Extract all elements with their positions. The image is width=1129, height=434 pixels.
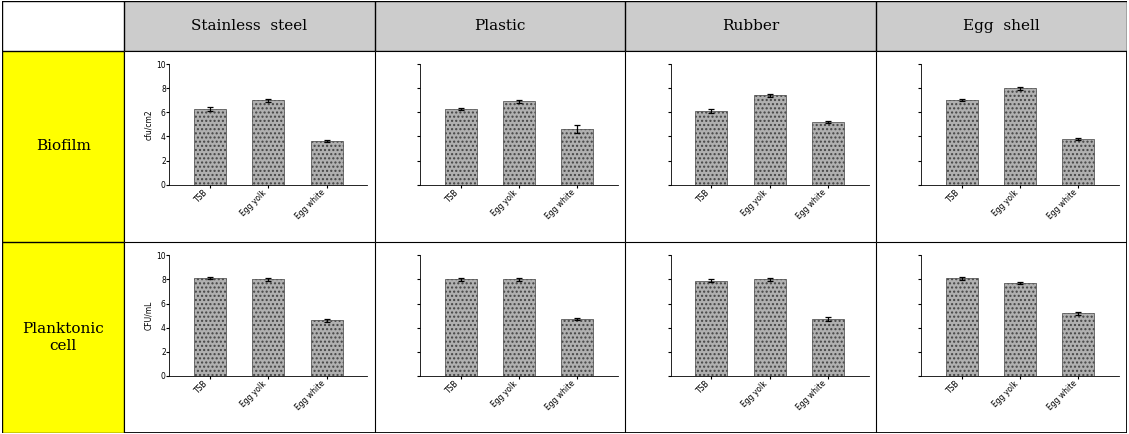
Text: Rubber: Rubber xyxy=(723,19,779,33)
Bar xyxy=(502,279,535,376)
Bar xyxy=(812,319,843,376)
Bar xyxy=(753,279,786,376)
Bar xyxy=(252,100,285,184)
Bar xyxy=(194,278,226,376)
Bar xyxy=(753,95,786,184)
Text: Planktonic
cell: Planktonic cell xyxy=(23,322,104,353)
Bar xyxy=(561,319,593,376)
Bar xyxy=(695,281,727,376)
Bar xyxy=(561,129,593,184)
Bar xyxy=(946,278,978,376)
Bar xyxy=(502,102,535,184)
Bar xyxy=(812,122,843,184)
Text: Egg  shell: Egg shell xyxy=(963,19,1040,33)
Bar xyxy=(310,141,342,184)
Text: Biofilm: Biofilm xyxy=(36,139,90,153)
Bar xyxy=(1062,313,1094,376)
Text: Stainless  steel: Stainless steel xyxy=(192,19,307,33)
Bar xyxy=(310,320,342,376)
Bar xyxy=(695,111,727,184)
Bar xyxy=(1004,88,1036,184)
Bar xyxy=(445,109,476,184)
Y-axis label: cfu/cm2: cfu/cm2 xyxy=(145,109,154,140)
Text: Plastic: Plastic xyxy=(474,19,526,33)
Bar xyxy=(1062,139,1094,184)
Bar xyxy=(946,100,978,184)
Bar xyxy=(252,279,285,376)
Y-axis label: CFU/mL: CFU/mL xyxy=(145,301,154,330)
Bar xyxy=(1004,283,1036,376)
Bar xyxy=(445,279,476,376)
Bar xyxy=(194,109,226,184)
